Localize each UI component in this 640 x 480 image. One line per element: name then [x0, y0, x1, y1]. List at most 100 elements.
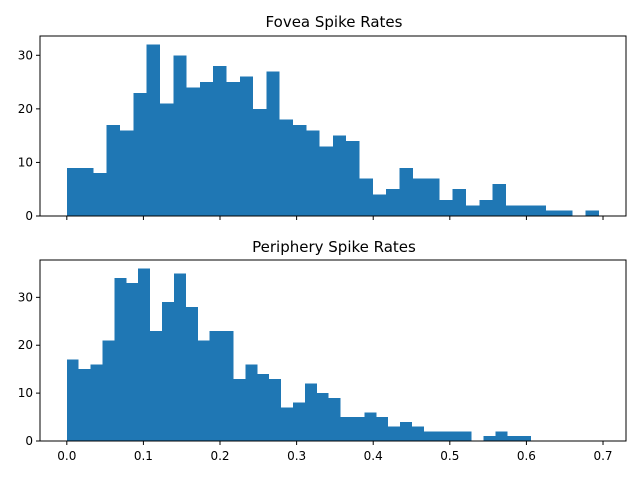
histogram-bar — [186, 87, 200, 216]
chart-title: Periphery Spike Rates — [252, 238, 416, 256]
fovea-panel: Fovea Spike Rates 0 10 20 30 — [18, 13, 627, 223]
histogram-bar — [545, 210, 560, 216]
periphery-x-axis: 0.0 0.1 0.2 0.3 0.4 0.5 0.6 0.7 — [57, 441, 613, 463]
x-tick-label: 0.1 — [134, 449, 153, 463]
histogram-bar — [435, 431, 448, 441]
x-tick-label: 0.6 — [517, 449, 536, 463]
histogram-bar — [352, 417, 365, 441]
histogram-bar — [245, 364, 258, 441]
histogram-bar — [495, 431, 508, 441]
histogram-bar — [293, 124, 307, 216]
histogram-bar — [492, 183, 506, 216]
histogram-bar — [439, 199, 453, 216]
histogram-bar — [233, 378, 246, 441]
histogram-bar — [93, 173, 107, 216]
y-tick-label: 0 — [25, 209, 33, 223]
histogram-bar — [80, 167, 94, 216]
histogram-bar — [423, 431, 436, 441]
periphery-bars — [66, 268, 532, 441]
histogram-bar — [386, 189, 400, 216]
histogram-bar — [519, 205, 533, 216]
histogram-bar — [505, 205, 520, 216]
histogram-bar — [226, 82, 240, 216]
histogram-bar — [332, 135, 347, 216]
histogram-bar — [281, 407, 293, 441]
histogram-bar — [479, 199, 493, 216]
histogram-bar — [465, 205, 480, 216]
x-tick-label: 0.7 — [593, 449, 612, 463]
histogram-bar — [209, 330, 222, 441]
histogram-bar — [279, 119, 294, 216]
histogram-bar — [459, 431, 472, 441]
histogram-bar — [346, 141, 360, 216]
x-tick-label: 0.2 — [210, 449, 229, 463]
histogram-bar — [66, 167, 81, 216]
histogram-bar — [364, 412, 377, 441]
histogram-bar — [399, 167, 413, 216]
chart-title: Fovea Spike Rates — [266, 13, 403, 31]
histogram-bar — [173, 273, 186, 441]
x-tick-label: 0.5 — [440, 449, 459, 463]
histogram-bar — [199, 82, 214, 216]
histogram-bar — [213, 66, 227, 216]
x-tick-label: 0.4 — [364, 449, 383, 463]
histogram-bar — [585, 210, 600, 216]
histogram-bar — [66, 359, 79, 441]
histogram-bar — [266, 71, 280, 216]
histogram-bar — [376, 417, 389, 441]
periphery-y-axis: 0 10 20 30 — [18, 290, 40, 448]
histogram-bar — [304, 383, 317, 441]
histogram-bar — [120, 130, 134, 216]
histogram-bar — [257, 373, 270, 441]
histogram-bar — [78, 369, 91, 441]
y-tick-label: 10 — [18, 155, 33, 169]
histogram-bar — [328, 397, 341, 441]
histogram-bar — [162, 302, 174, 441]
histogram-bar — [359, 178, 373, 216]
histogram-bar — [412, 426, 424, 441]
x-tick-label: 0.3 — [287, 449, 306, 463]
histogram-bar — [173, 55, 187, 217]
histogram-bar — [447, 431, 460, 441]
fovea-y-axis: 0 10 20 30 — [18, 48, 40, 223]
histogram-bar — [532, 205, 546, 216]
histogram-bar — [426, 178, 440, 216]
fovea-bars — [66, 44, 600, 217]
histogram-bar — [269, 378, 282, 441]
histogram-bar — [221, 330, 234, 441]
histogram-bar — [253, 108, 267, 216]
histogram-bar — [388, 426, 401, 441]
y-tick-label: 0 — [25, 434, 33, 448]
fovea-x-axis — [66, 216, 604, 220]
histogram-bar — [138, 268, 151, 441]
histogram-bar — [159, 103, 174, 216]
histogram-bar — [519, 436, 532, 441]
histogram-bar — [559, 210, 573, 216]
histogram-bar — [292, 402, 305, 441]
histogram-bar — [114, 278, 127, 441]
histogram-bar — [90, 364, 103, 441]
histogram-bar — [412, 178, 427, 216]
fovea-axes-frame — [39, 35, 627, 217]
y-tick-label: 30 — [18, 48, 33, 62]
histogram-bar — [340, 417, 353, 441]
y-tick-label: 20 — [18, 102, 33, 116]
histogram-bar — [400, 421, 413, 441]
histogram-bar — [316, 393, 329, 441]
histogram-bar — [507, 436, 520, 441]
histogram-bar — [133, 92, 147, 216]
histogram-bar — [146, 44, 160, 217]
histogram-bar — [102, 340, 115, 441]
y-tick-label: 20 — [18, 338, 33, 352]
histogram-bar — [126, 282, 139, 441]
histogram-bar — [372, 194, 387, 216]
histogram-bar — [185, 306, 198, 441]
histogram-bar — [483, 436, 496, 441]
histogram-bar — [150, 330, 163, 441]
histogram-bar — [306, 130, 320, 216]
histogram-bar — [452, 189, 466, 216]
x-tick-label: 0.0 — [57, 449, 76, 463]
histogram-bar — [197, 340, 210, 441]
